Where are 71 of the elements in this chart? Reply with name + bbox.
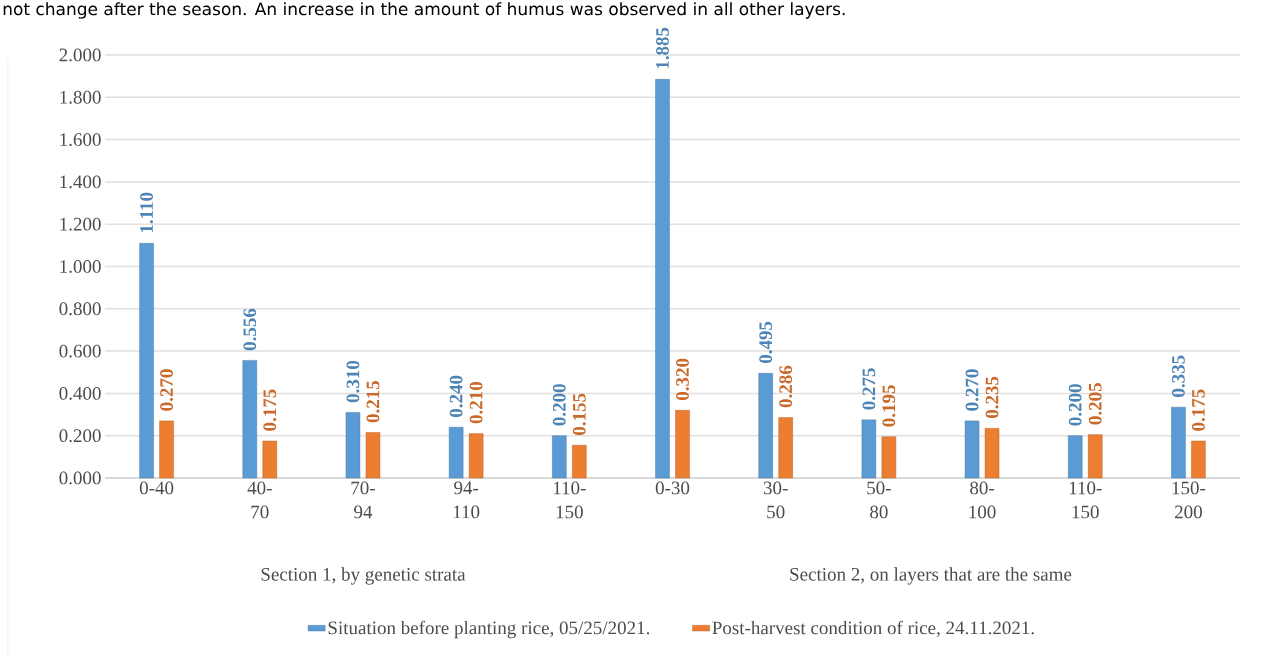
bar	[159, 420, 174, 479]
y-tick-label: 1.000	[60, 260, 101, 273]
bar	[984, 428, 1000, 479]
text: Section 1, by genetic strata	[261, 567, 466, 585]
bar	[655, 79, 670, 479]
y-tick-label: 1.600	[60, 133, 101, 147]
data-label: 0.275	[862, 368, 876, 410]
bar	[758, 373, 773, 479]
x-tick-label: 80-100	[969, 481, 996, 519]
x-tick-label: 110-150	[553, 481, 586, 519]
bar	[365, 432, 381, 479]
bar	[139, 243, 154, 479]
bar	[1171, 406, 1186, 479]
data-label: 0.235	[985, 376, 999, 419]
bar	[572, 445, 587, 479]
data-label: 1.885	[656, 27, 669, 69]
y-tick-label: 0.600	[59, 344, 101, 358]
text: Section 2, on layers that are the same	[790, 567, 1072, 585]
bar	[778, 417, 793, 479]
bar	[345, 412, 361, 479]
bar	[1191, 440, 1206, 479]
data-label: 0.215	[366, 380, 380, 423]
data-label: 0.210	[469, 382, 483, 424]
bar	[468, 433, 484, 479]
data-label: 0.200	[552, 384, 566, 426]
data-label: 0.495	[759, 321, 773, 364]
x-tick-label: 0-30	[655, 481, 690, 495]
bar	[675, 410, 690, 479]
bar	[552, 435, 567, 479]
x-tick-label: 0-40	[139, 481, 174, 495]
x-tick-label: 40-70	[247, 481, 272, 519]
y-tick-label: 1.200	[60, 217, 101, 231]
data-label: 0.310	[346, 360, 360, 403]
bar	[1088, 434, 1103, 479]
bar	[448, 427, 464, 479]
x-tick-label: 30-50	[763, 481, 788, 519]
y-tick-label: 1.800	[60, 90, 101, 104]
bar	[881, 436, 897, 479]
y-tick-label: 2.000	[59, 48, 101, 62]
data-label: 0.270	[160, 369, 174, 411]
y-tick-label: 0.800	[59, 302, 101, 316]
y-tick-label: 0.400	[59, 386, 101, 400]
legend-label: Situation before planting rice, 05/25/2021.	[328, 620, 650, 639]
bar	[964, 420, 980, 479]
data-label: 0.205	[1088, 383, 1102, 425]
y-tick-label: 0.200	[59, 429, 101, 443]
data-label: 0.320	[676, 358, 689, 401]
x-tick-label: 150-200	[1172, 481, 1206, 519]
data-label: 0.175	[263, 389, 277, 431]
data-label: 0.286	[779, 365, 793, 408]
data-label: 0.195	[882, 385, 896, 427]
x-tick-label: 50-80	[867, 481, 891, 519]
data-label: 0.240	[449, 375, 463, 417]
data-label: 0.175	[1191, 389, 1205, 431]
data-label: 1.110	[140, 192, 154, 233]
y-tick-label: 1.400	[60, 175, 101, 189]
bar	[861, 419, 877, 479]
data-label: 0.155	[572, 393, 586, 435]
bar	[1068, 435, 1083, 479]
x-tick-label: 110-150	[1069, 481, 1102, 519]
x-tick-label: 70-94	[351, 481, 375, 519]
bar	[242, 360, 257, 479]
data-label: 0.200	[1068, 384, 1082, 426]
text: not change after the season. An increase in the amount of humus was observed in all other layers.	[3, 2, 845, 19]
data-label: 0.270	[965, 369, 979, 411]
y-tick-label: 0.000	[59, 471, 101, 485]
data-label: 0.556	[243, 308, 257, 351]
legend-label: Post-harvest condition of rice, 24.11.2021.	[712, 620, 1034, 638]
data-label: 0.335	[1171, 355, 1185, 397]
x-tick-label: 94-110	[453, 481, 480, 519]
bar	[262, 440, 277, 479]
